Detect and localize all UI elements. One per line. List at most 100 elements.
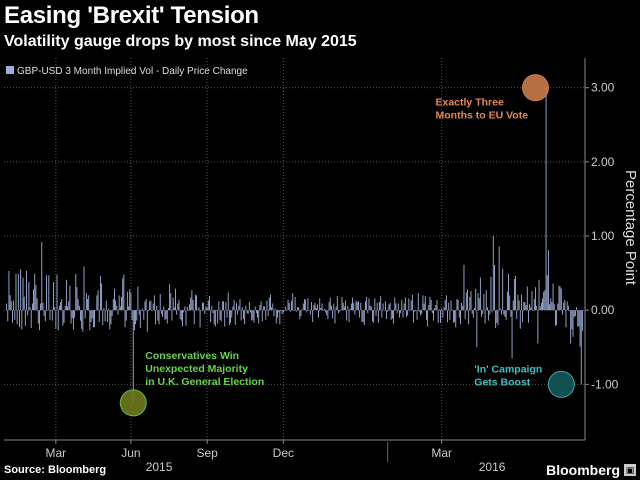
bar (243, 310, 244, 320)
bar (330, 305, 332, 311)
bar (476, 310, 478, 348)
bar (516, 310, 518, 320)
bars (6, 87, 583, 403)
bar (85, 293, 87, 311)
annotation-text: Unexpected Majority (145, 363, 248, 375)
bar (465, 292, 467, 311)
bar (182, 310, 183, 327)
grid (4, 58, 585, 440)
bar (151, 310, 153, 311)
axes: 3.00 2.00 1.00 0.00 -1.00 Mar Jun Sep Dec Mar 2015… (4, 58, 619, 474)
bar (240, 310, 242, 321)
bar (314, 302, 316, 311)
bar (167, 307, 169, 311)
annotation-text: Conservatives Win (145, 350, 239, 362)
bar (383, 310, 385, 311)
bar (41, 241, 43, 311)
bar (408, 298, 410, 311)
bar (295, 310, 297, 312)
bar (400, 310, 402, 314)
bar (362, 310, 364, 323)
bar (64, 305, 66, 311)
bar (80, 310, 81, 321)
bar (460, 310, 461, 325)
bar (315, 307, 317, 311)
bar (456, 299, 458, 311)
bar (387, 310, 389, 312)
bar (468, 310, 470, 325)
bar (143, 310, 145, 320)
bar (407, 310, 409, 316)
bar (119, 306, 121, 311)
bar (125, 310, 127, 321)
bar (77, 299, 79, 311)
bar (209, 296, 210, 311)
bar (81, 310, 83, 329)
bar (352, 297, 353, 311)
bar (289, 310, 291, 312)
x-tick-label: Dec (273, 446, 294, 460)
bar (542, 298, 543, 311)
bar (564, 299, 566, 311)
bar (137, 286, 139, 311)
bar (102, 310, 104, 326)
bar (196, 295, 198, 311)
bar (87, 299, 88, 311)
bar (340, 309, 342, 311)
bar (97, 290, 99, 311)
bar (531, 290, 533, 311)
bar (512, 300, 514, 311)
bar (320, 307, 322, 311)
bar (390, 310, 392, 320)
bar (488, 310, 490, 321)
bar (469, 296, 471, 311)
bar (556, 310, 558, 326)
bar (171, 310, 173, 321)
bar (89, 310, 91, 331)
bar (497, 310, 499, 326)
bar (162, 310, 164, 317)
bar (573, 310, 575, 317)
bar (361, 310, 363, 323)
bar (251, 310, 253, 321)
bar (211, 305, 213, 311)
bar (163, 306, 165, 311)
bar (233, 299, 235, 311)
bar (271, 307, 273, 311)
bar (420, 310, 422, 316)
bar (490, 276, 492, 311)
bar (404, 297, 406, 311)
bar (327, 310, 329, 320)
bar (515, 276, 517, 311)
bar (210, 310, 212, 323)
bar (248, 302, 250, 311)
bar (427, 310, 429, 327)
bar (296, 307, 298, 311)
bar (212, 310, 214, 314)
bar (415, 310, 417, 311)
bar (257, 310, 259, 318)
bar (437, 310, 439, 323)
bar (396, 310, 398, 314)
bar (205, 306, 207, 311)
bar (191, 290, 193, 311)
bar (111, 310, 113, 317)
bar (501, 310, 502, 315)
bar (254, 306, 256, 311)
bar (302, 303, 304, 311)
x-year-label: 2016 (479, 460, 506, 474)
bar (526, 286, 528, 311)
bar (544, 290, 546, 311)
bar (348, 310, 350, 323)
bar (518, 300, 520, 311)
bar (399, 310, 400, 318)
bar (106, 310, 108, 323)
bar (386, 310, 388, 320)
bar (158, 310, 160, 325)
bar (69, 285, 71, 311)
bar (131, 310, 133, 320)
bar (287, 299, 289, 311)
bar (318, 310, 319, 318)
bar (506, 291, 508, 311)
bar (247, 310, 249, 314)
